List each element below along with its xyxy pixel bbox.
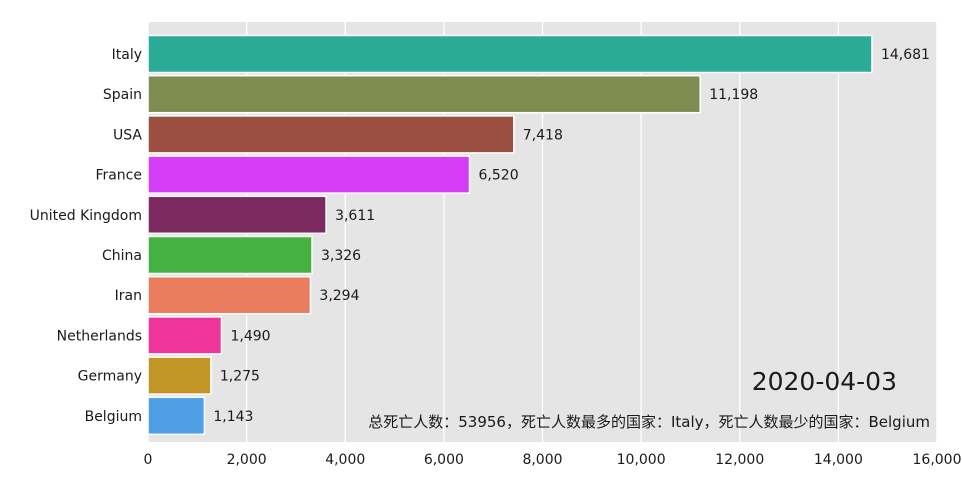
category-label: Spain — [103, 87, 142, 103]
date-label: 2020-04-03 — [752, 367, 897, 396]
value-label: 11,198 — [709, 87, 758, 103]
value-label: 1,275 — [220, 369, 260, 385]
x-tick-label: 16,000 — [913, 452, 962, 468]
x-tick-label: 8,000 — [522, 452, 562, 468]
category-label: Netherlands — [57, 328, 142, 344]
bar — [147, 316, 223, 355]
bar — [147, 195, 327, 235]
category-label: Italy — [112, 47, 142, 63]
x-tick-label: 14,000 — [814, 452, 863, 468]
category-label: United Kingdom — [30, 208, 142, 224]
x-tick-label: 6,000 — [424, 452, 464, 468]
category-label: France — [95, 168, 142, 184]
category-label: Belgium — [85, 409, 142, 425]
summary-label: 总死亡人数：53956，死亡人数最多的国家：Italy，死亡人数最少的国家：Be… — [368, 413, 930, 431]
category-labels: Italy Spain USA France United Kingdom China Ir… — [30, 47, 143, 425]
bar — [147, 34, 873, 74]
value-label: 6,520 — [479, 168, 519, 184]
bar — [147, 396, 206, 436]
value-labels: 14,681 11,198 7,418 6,520 3,611 3,326 3,294 1,4… — [213, 47, 930, 425]
bar — [147, 356, 212, 395]
x-tick-label: 4,000 — [325, 452, 365, 468]
category-label: USA — [113, 127, 142, 143]
bar — [147, 235, 313, 275]
bar — [147, 275, 312, 315]
x-tick-label: 2,000 — [227, 452, 267, 468]
bar — [147, 74, 701, 114]
x-tick-label: 0 — [144, 452, 153, 468]
x-tick-label: 10,000 — [617, 452, 666, 468]
bar — [147, 115, 515, 154]
category-label: Germany — [78, 369, 142, 385]
value-label: 1,143 — [213, 409, 253, 425]
value-label: 7,418 — [523, 127, 563, 143]
value-label: 14,681 — [881, 47, 930, 63]
x-axis-ticks: 0 2,000 4,000 6,000 8,000 10,000 12,000 14,000 1… — [144, 452, 962, 468]
value-label: 1,490 — [230, 328, 270, 344]
bar — [147, 155, 471, 194]
value-label: 3,611 — [335, 208, 375, 224]
value-label: 3,294 — [319, 288, 359, 304]
category-label: Iran — [115, 288, 142, 304]
bars — [147, 34, 873, 436]
category-label: China — [102, 248, 142, 264]
x-tick-label: 12,000 — [715, 452, 764, 468]
value-label: 3,326 — [321, 248, 361, 264]
